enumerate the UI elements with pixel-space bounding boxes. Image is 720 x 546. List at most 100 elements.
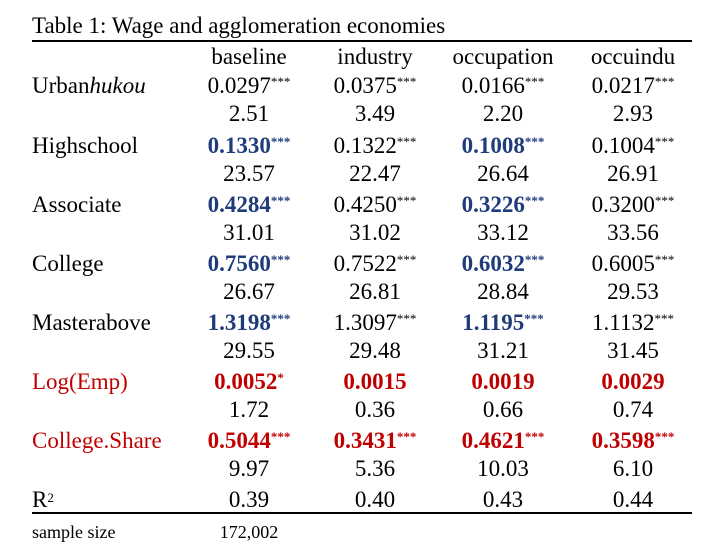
t-stat-value: 26.67 (223, 279, 275, 304)
significance-stars: *** (654, 429, 675, 444)
t-stat-value: 33.12 (477, 220, 529, 245)
significance-stars: *** (396, 74, 417, 89)
t-stat-value: 0.74 (612, 397, 654, 422)
coef-value: 0.0015 (343, 369, 407, 394)
significance-stars: *** (524, 193, 545, 208)
row-label-masterabove: Masterabove (32, 310, 151, 335)
coef-value: 1.3097*** (333, 310, 417, 335)
coef-value: 0.3200*** (591, 192, 675, 217)
t-stat-value: 26.81 (349, 279, 401, 304)
t-stat-value: 2.51 (228, 101, 270, 126)
coef-value: 1.3198*** (207, 310, 291, 335)
coef-value: 0.7560*** (207, 251, 291, 276)
coef-value: 1.1132*** (592, 310, 674, 335)
col-header-occupation: occupation (452, 44, 554, 69)
coef-value: 1.1195*** (462, 310, 544, 335)
significance-stars: *** (524, 74, 545, 89)
coef-value: 0.0029 (601, 369, 665, 394)
significance-stars: *** (654, 252, 675, 267)
significance-stars: *** (396, 193, 417, 208)
significance-stars: *** (524, 311, 544, 326)
row-label-collegeshare: College.Share (32, 428, 162, 453)
t-stat-value: 23.57 (223, 161, 275, 186)
coef-value: 0.1330*** (207, 133, 291, 158)
t-stat-value: 0.36 (354, 397, 396, 422)
coef-value: 0.7522*** (333, 251, 417, 276)
row-label-associate: Associate (32, 192, 122, 217)
significance-stars: *** (654, 193, 675, 208)
significance-stars: *** (270, 311, 291, 326)
row-label-sample-size: sample size (32, 522, 116, 542)
sample-size-value: 172,002 (219, 522, 279, 542)
col-header-occuindu: occuindu (590, 44, 676, 69)
t-stat-value: 0.66 (482, 397, 524, 422)
row-label-highschool: Highschool (32, 133, 139, 158)
row-label-college: College (32, 251, 104, 276)
significance-stars: * (277, 370, 284, 385)
t-stat-value: 31.45 (607, 338, 659, 363)
t-stat-value: 10.03 (477, 456, 529, 481)
coef-value: 0.3226*** (461, 192, 545, 217)
significance-stars: *** (524, 134, 545, 149)
coef-value: 0.4250*** (333, 192, 417, 217)
significance-stars: *** (270, 252, 291, 267)
t-stat-value: 29.53 (607, 279, 659, 304)
significance-stars: *** (396, 429, 417, 444)
t-stat-value: 1.72 (228, 397, 270, 422)
coef-value: 0.0166*** (461, 73, 545, 98)
coef-value: 0.0375*** (333, 73, 417, 98)
significance-stars: *** (524, 429, 545, 444)
significance-stars: *** (396, 134, 417, 149)
coef-value: 0.0297*** (207, 73, 291, 98)
t-stat-value: 2.20 (482, 101, 524, 126)
r2-value: 0.40 (354, 487, 396, 512)
significance-stars: *** (524, 252, 545, 267)
coef-value: 0.6005*** (591, 251, 675, 276)
row-label-logemp: Log(Emp) (32, 369, 128, 394)
coef-value: 0.4621*** (461, 428, 545, 453)
significance-stars: *** (654, 311, 674, 326)
coef-value: 0.5044*** (207, 428, 291, 453)
coef-value: 0.0052* (214, 369, 284, 394)
t-stat-value: 26.64 (477, 161, 529, 186)
r2-value: 0.44 (612, 487, 654, 512)
row-label-r2: R2 (32, 487, 54, 512)
significance-stars: *** (270, 429, 291, 444)
significance-stars: *** (654, 74, 675, 89)
coef-value: 0.3598*** (591, 428, 675, 453)
coef-value: 0.3431*** (333, 428, 417, 453)
t-stat-value: 26.91 (607, 161, 659, 186)
significance-stars: *** (396, 311, 417, 326)
coef-value: 0.1008*** (461, 133, 545, 158)
significance-stars: *** (396, 252, 417, 267)
coef-value: 0.1004*** (591, 133, 675, 158)
t-stat-value: 5.36 (354, 456, 396, 481)
t-stat-value: 31.02 (349, 220, 401, 245)
bottom-rule (32, 512, 692, 514)
t-stat-value: 9.97 (228, 456, 270, 481)
r2-value: 0.39 (228, 487, 270, 512)
t-stat-value: 6.10 (612, 456, 654, 481)
col-header-industry: industry (337, 44, 413, 69)
t-stat-value: 2.93 (612, 101, 654, 126)
significance-stars: *** (270, 193, 291, 208)
significance-stars: *** (270, 74, 291, 89)
t-stat-value: 29.55 (223, 338, 275, 363)
significance-stars: *** (270, 134, 291, 149)
r2-value: 0.43 (482, 487, 524, 512)
t-stat-value: 28.84 (477, 279, 529, 304)
top-rule (32, 40, 692, 42)
t-stat-value: 33.56 (607, 220, 659, 245)
coef-value: 0.0019 (471, 369, 535, 394)
coef-value: 0.1322*** (333, 133, 417, 158)
significance-stars: *** (654, 134, 675, 149)
col-header-baseline: baseline (211, 44, 287, 69)
row-label-urbanhukou: Urbanhukou (32, 73, 146, 98)
coef-value: 0.4284*** (207, 192, 291, 217)
coef-value: 0.0217*** (591, 73, 675, 98)
t-stat-value: 3.49 (354, 101, 396, 126)
t-stat-value: 31.01 (223, 220, 275, 245)
t-stat-value: 31.21 (477, 338, 529, 363)
table-title: Table 1: Wage and agglomeration economie… (32, 13, 446, 38)
t-stat-value: 29.48 (349, 338, 401, 363)
